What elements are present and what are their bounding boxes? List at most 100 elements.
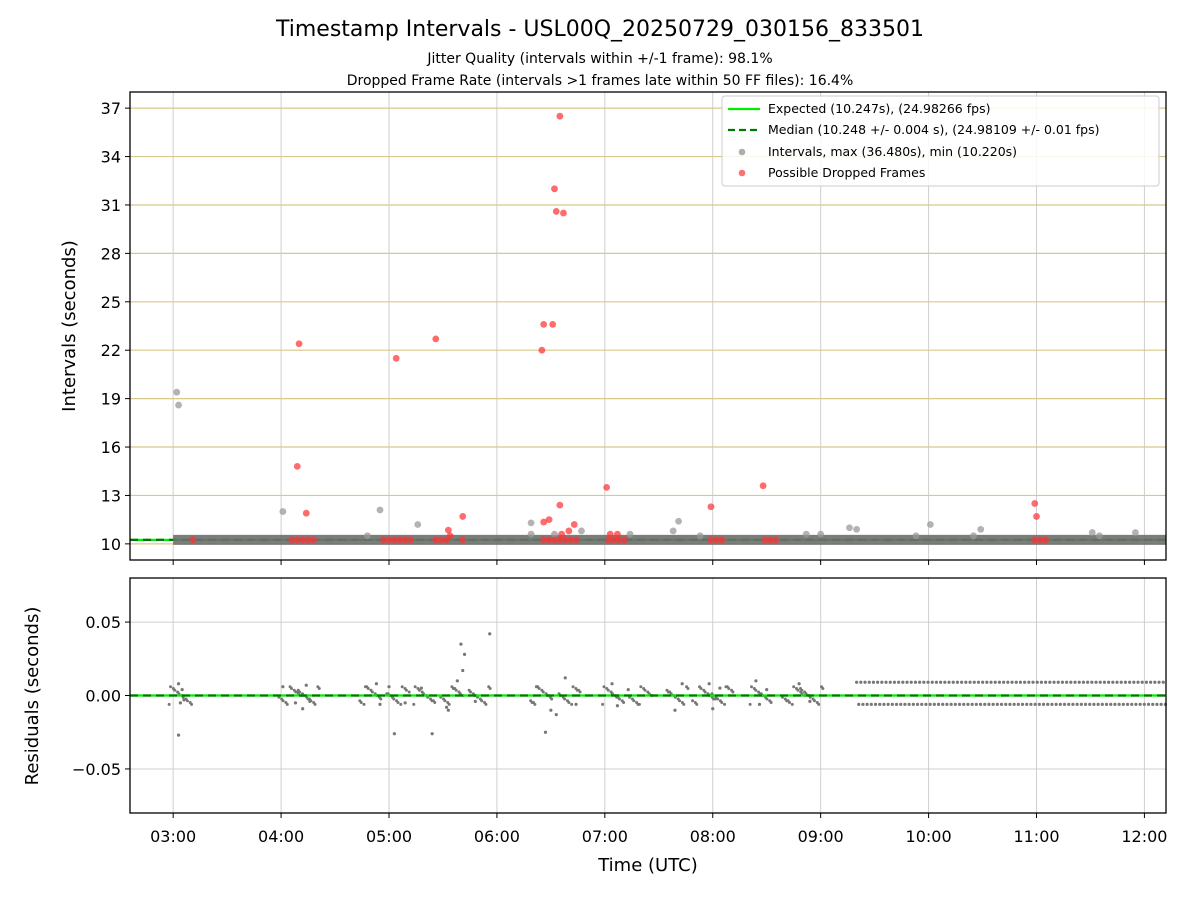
residual-point bbox=[800, 688, 804, 692]
legend-intervals-swatch bbox=[738, 148, 746, 156]
residual-point bbox=[1119, 680, 1123, 684]
residual-point bbox=[936, 702, 941, 706]
residual-point bbox=[1027, 680, 1031, 684]
dropped-frame-point bbox=[556, 501, 564, 509]
residual-point bbox=[861, 702, 865, 706]
dropped-frame-point bbox=[444, 526, 452, 534]
residual-point bbox=[1018, 680, 1023, 684]
residual-point bbox=[1044, 680, 1048, 684]
dropped-frame-point bbox=[545, 536, 553, 544]
residual-point bbox=[1006, 680, 1010, 684]
dropped-frame-point bbox=[407, 536, 414, 544]
residual-point bbox=[1086, 680, 1090, 684]
dropped-frame-point bbox=[561, 536, 569, 544]
residual-point bbox=[289, 686, 293, 690]
residual-point bbox=[1113, 702, 1117, 706]
residual-point bbox=[1104, 702, 1109, 706]
residual-point bbox=[1048, 680, 1052, 684]
residual-point bbox=[716, 697, 720, 701]
residual-point bbox=[997, 680, 1002, 684]
residual-point bbox=[907, 702, 911, 706]
residual-point bbox=[981, 680, 985, 684]
legend-expected-label: Expected (10.247s), (24.98266 fps) bbox=[768, 101, 990, 116]
residual-point bbox=[1155, 702, 1159, 706]
residual-point bbox=[1031, 680, 1035, 684]
legend-median-label: Median (10.248 +/- 0.004 s), (24.98109 +… bbox=[768, 122, 1099, 137]
residual-point bbox=[960, 680, 964, 684]
residual-point bbox=[905, 680, 909, 684]
x-tick-label: 08:00 bbox=[690, 827, 736, 846]
residual-point bbox=[1075, 702, 1079, 706]
interval-point bbox=[527, 519, 535, 527]
residual-point bbox=[727, 686, 731, 690]
residual-point bbox=[699, 686, 703, 690]
residual-point bbox=[1107, 680, 1111, 684]
interval-point bbox=[551, 530, 558, 538]
residual-point bbox=[1069, 680, 1073, 684]
residuals-y-tick-label: −0.05 bbox=[72, 760, 121, 779]
residual-point bbox=[939, 680, 943, 684]
residual-point bbox=[678, 699, 682, 703]
residual-point bbox=[1062, 702, 1067, 706]
residual-point bbox=[880, 680, 884, 684]
residual-point bbox=[757, 702, 762, 706]
residual-point bbox=[407, 690, 411, 694]
residual-point bbox=[808, 699, 812, 703]
residual-point bbox=[718, 686, 722, 690]
residual-point bbox=[878, 702, 882, 706]
dropped-frame-point bbox=[545, 516, 553, 524]
residual-point bbox=[1029, 702, 1033, 706]
residual-point bbox=[796, 688, 800, 692]
residual-point bbox=[190, 702, 194, 706]
residuals-dense-band bbox=[855, 680, 1167, 706]
dropped-frame-point bbox=[615, 536, 623, 544]
dropped-frame-point bbox=[459, 536, 467, 544]
chart-subtitle-jitter: Jitter Quality (intervals within +/-1 fr… bbox=[426, 51, 772, 67]
dropped-frame-point bbox=[772, 536, 780, 544]
residual-point bbox=[293, 701, 298, 705]
residual-point bbox=[897, 680, 901, 684]
intervals-y-tick-label: 19 bbox=[101, 390, 121, 409]
residual-point bbox=[903, 702, 907, 706]
residual-point bbox=[1054, 702, 1058, 706]
residual-point bbox=[298, 690, 302, 694]
residual-point bbox=[1098, 680, 1102, 684]
residual-point bbox=[947, 680, 951, 684]
dropped-frame-point bbox=[707, 503, 715, 511]
residual-point bbox=[1077, 680, 1081, 684]
residual-point bbox=[378, 702, 382, 706]
residual-point bbox=[363, 685, 367, 689]
residual-point bbox=[1046, 702, 1050, 706]
residual-point bbox=[1020, 702, 1025, 706]
residual-point bbox=[413, 685, 417, 689]
residual-point bbox=[400, 685, 404, 689]
chart-legend: Expected (10.247s), (24.98266 fps) Media… bbox=[721, 95, 1160, 187]
residual-point bbox=[987, 702, 991, 706]
x-tick-label: 03:00 bbox=[150, 827, 196, 846]
residuals-points bbox=[167, 632, 825, 737]
residual-point bbox=[1109, 702, 1113, 706]
residual-point bbox=[639, 685, 643, 689]
interval-point bbox=[279, 508, 287, 515]
residual-point bbox=[462, 652, 467, 656]
residual-point bbox=[488, 632, 492, 636]
interval-point bbox=[414, 521, 422, 528]
residual-point bbox=[892, 680, 897, 684]
residual-point bbox=[949, 702, 953, 706]
interval-point bbox=[817, 530, 825, 538]
dropped-frame-point bbox=[551, 185, 558, 193]
residual-point bbox=[185, 699, 189, 703]
residual-point bbox=[871, 680, 876, 684]
residual-point bbox=[1117, 702, 1121, 706]
residual-point bbox=[1067, 702, 1071, 706]
interval-point bbox=[696, 532, 704, 540]
x-tick-label: 04:00 bbox=[258, 827, 304, 846]
residual-point bbox=[176, 682, 181, 686]
dropped-frame-point bbox=[621, 536, 629, 544]
residual-point bbox=[731, 690, 735, 694]
dropped-frame-point bbox=[712, 536, 720, 544]
residual-point bbox=[901, 680, 905, 684]
residual-point bbox=[379, 697, 383, 701]
residual-point bbox=[886, 702, 890, 706]
legend-dropped-label: Possible Dropped Frames bbox=[768, 165, 925, 180]
